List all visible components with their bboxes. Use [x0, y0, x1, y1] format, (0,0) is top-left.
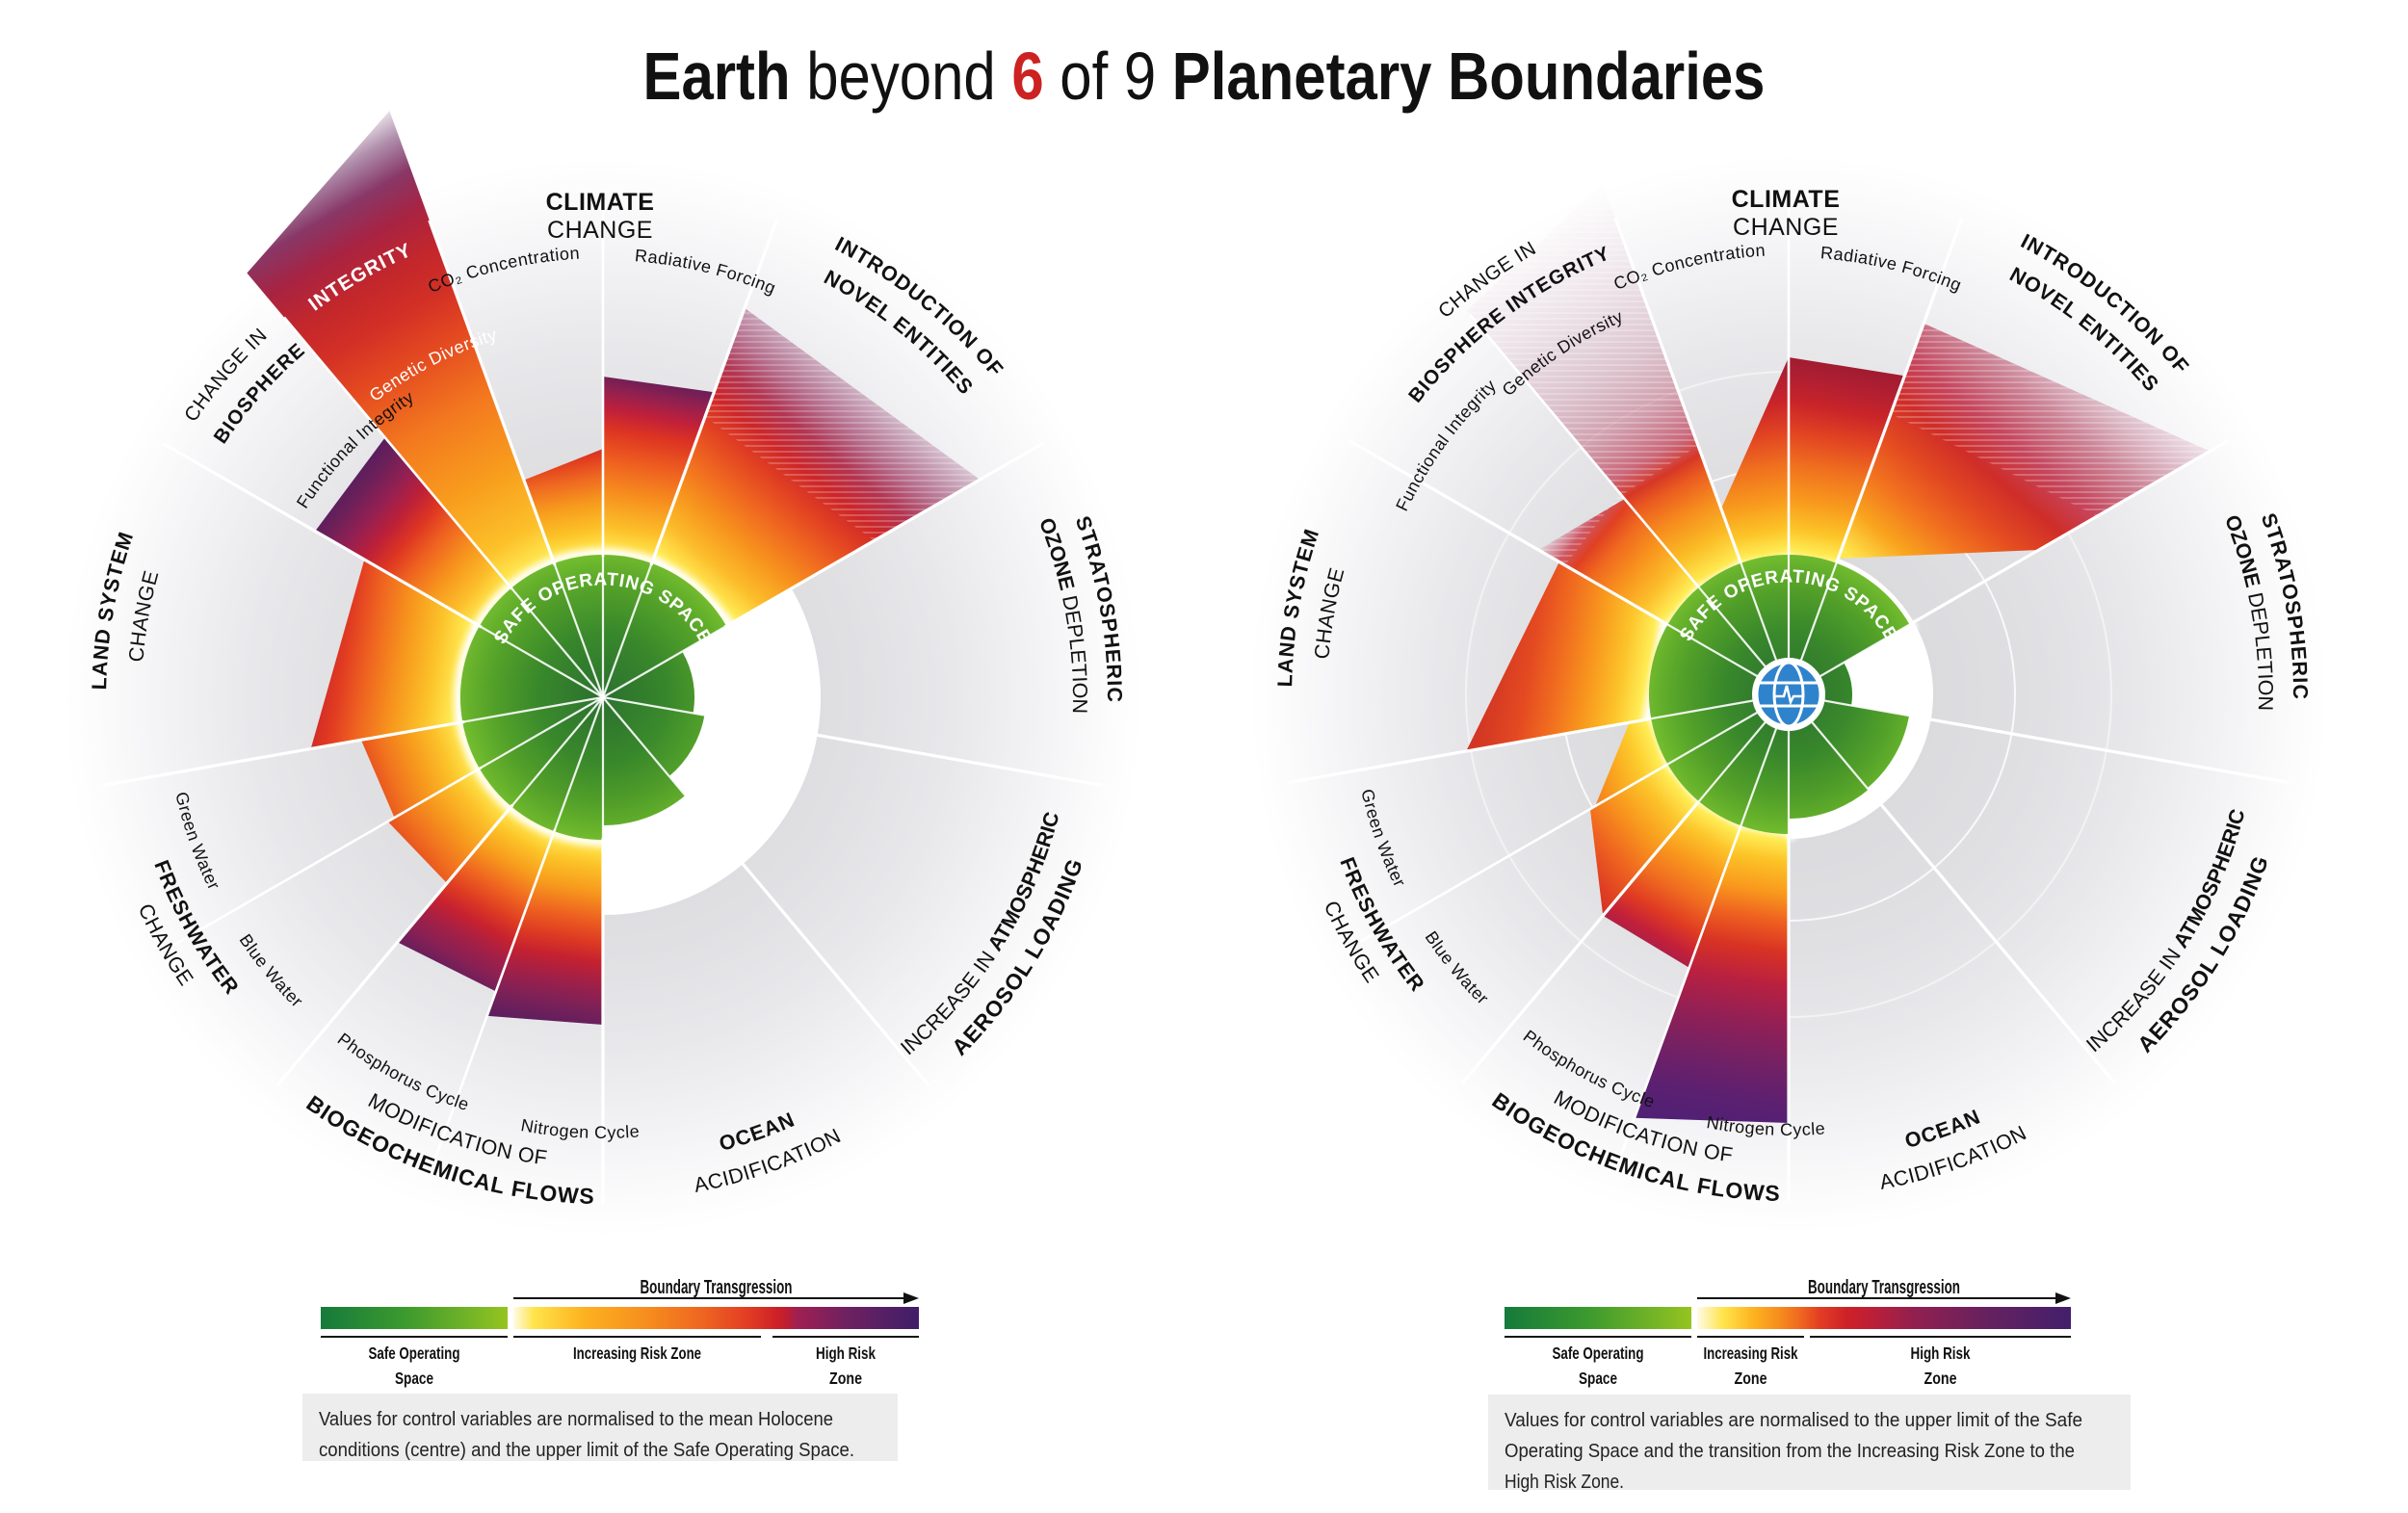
svg-text:CLIMATE: CLIMATE [546, 189, 655, 216]
svg-text:Space: Space [395, 1369, 433, 1388]
svg-text:Safe Operating: Safe Operating [369, 1343, 460, 1363]
svg-text:Boundary Transgression: Boundary Transgression [1808, 1277, 1960, 1298]
svg-text:Values for control variables a: Values for control variables are normali… [319, 1408, 833, 1430]
svg-text:Earth beyond 6 of 9 Planetary: Earth beyond 6 of 9 Planetary Boundaries [643, 39, 1766, 114]
svg-text:conditions (centre) and the up: conditions (centre) and the upper limit … [319, 1439, 854, 1461]
svg-text:Zone: Zone [829, 1369, 862, 1388]
svg-text:CHANGE: CHANGE [1733, 214, 1839, 241]
svg-text:High Risk Zone.: High Risk Zone. [1505, 1471, 1624, 1493]
svg-text:Zone: Zone [1735, 1369, 1767, 1388]
svg-text:CLIMATE: CLIMATE [1732, 186, 1841, 213]
svg-text:Zone: Zone [1924, 1369, 1957, 1388]
svg-text:Increasing Risk: Increasing Risk [1704, 1343, 1798, 1363]
svg-text:Safe Operating: Safe Operating [1553, 1343, 1644, 1363]
svg-text:Space: Space [1579, 1369, 1617, 1388]
svg-text:High Risk: High Risk [1911, 1343, 1971, 1363]
svg-text:Increasing Risk Zone: Increasing Risk Zone [573, 1343, 701, 1363]
svg-text:High Risk: High Risk [816, 1343, 876, 1363]
svg-text:Operating Space and the transi: Operating Space and the transition from … [1505, 1440, 2075, 1462]
svg-text:Boundary Transgression: Boundary Transgression [641, 1277, 793, 1298]
svg-text:CHANGE: CHANGE [547, 217, 653, 244]
svg-text:Values for control variables a: Values for control variables are normali… [1505, 1409, 2082, 1431]
